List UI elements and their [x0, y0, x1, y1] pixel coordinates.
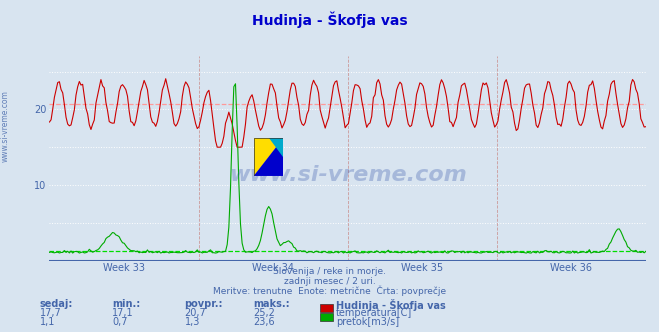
Text: min.:: min.:: [112, 299, 140, 309]
Polygon shape: [254, 138, 283, 176]
Text: Meritve: trenutne  Enote: metrične  Črta: povprečje: Meritve: trenutne Enote: metrične Črta: …: [213, 286, 446, 296]
Polygon shape: [254, 138, 283, 176]
Text: 17,1: 17,1: [112, 308, 134, 318]
Text: www.si-vreme.com: www.si-vreme.com: [229, 165, 467, 185]
Text: maks.:: maks.:: [254, 299, 291, 309]
Text: 23,6: 23,6: [254, 317, 275, 327]
Polygon shape: [269, 138, 283, 157]
Text: 17,7: 17,7: [40, 308, 61, 318]
Text: 20,7: 20,7: [185, 308, 206, 318]
Text: temperatura[C]: temperatura[C]: [336, 308, 413, 318]
Text: Slovenija / reke in morje.: Slovenija / reke in morje.: [273, 267, 386, 276]
Polygon shape: [254, 138, 283, 176]
Text: povpr.:: povpr.:: [185, 299, 223, 309]
Polygon shape: [254, 138, 269, 176]
Text: 1,3: 1,3: [185, 317, 200, 327]
Text: 1,1: 1,1: [40, 317, 55, 327]
Text: www.si-vreme.com: www.si-vreme.com: [1, 90, 10, 162]
Text: Hudinja - Škofja vas: Hudinja - Škofja vas: [336, 299, 446, 311]
Text: 0,7: 0,7: [112, 317, 128, 327]
Text: pretok[m3/s]: pretok[m3/s]: [336, 317, 399, 327]
Text: Hudinja - Škofja vas: Hudinja - Škofja vas: [252, 12, 407, 28]
Text: 25,2: 25,2: [254, 308, 275, 318]
Text: sedaj:: sedaj:: [40, 299, 73, 309]
Text: zadnji mesec / 2 uri.: zadnji mesec / 2 uri.: [283, 277, 376, 286]
